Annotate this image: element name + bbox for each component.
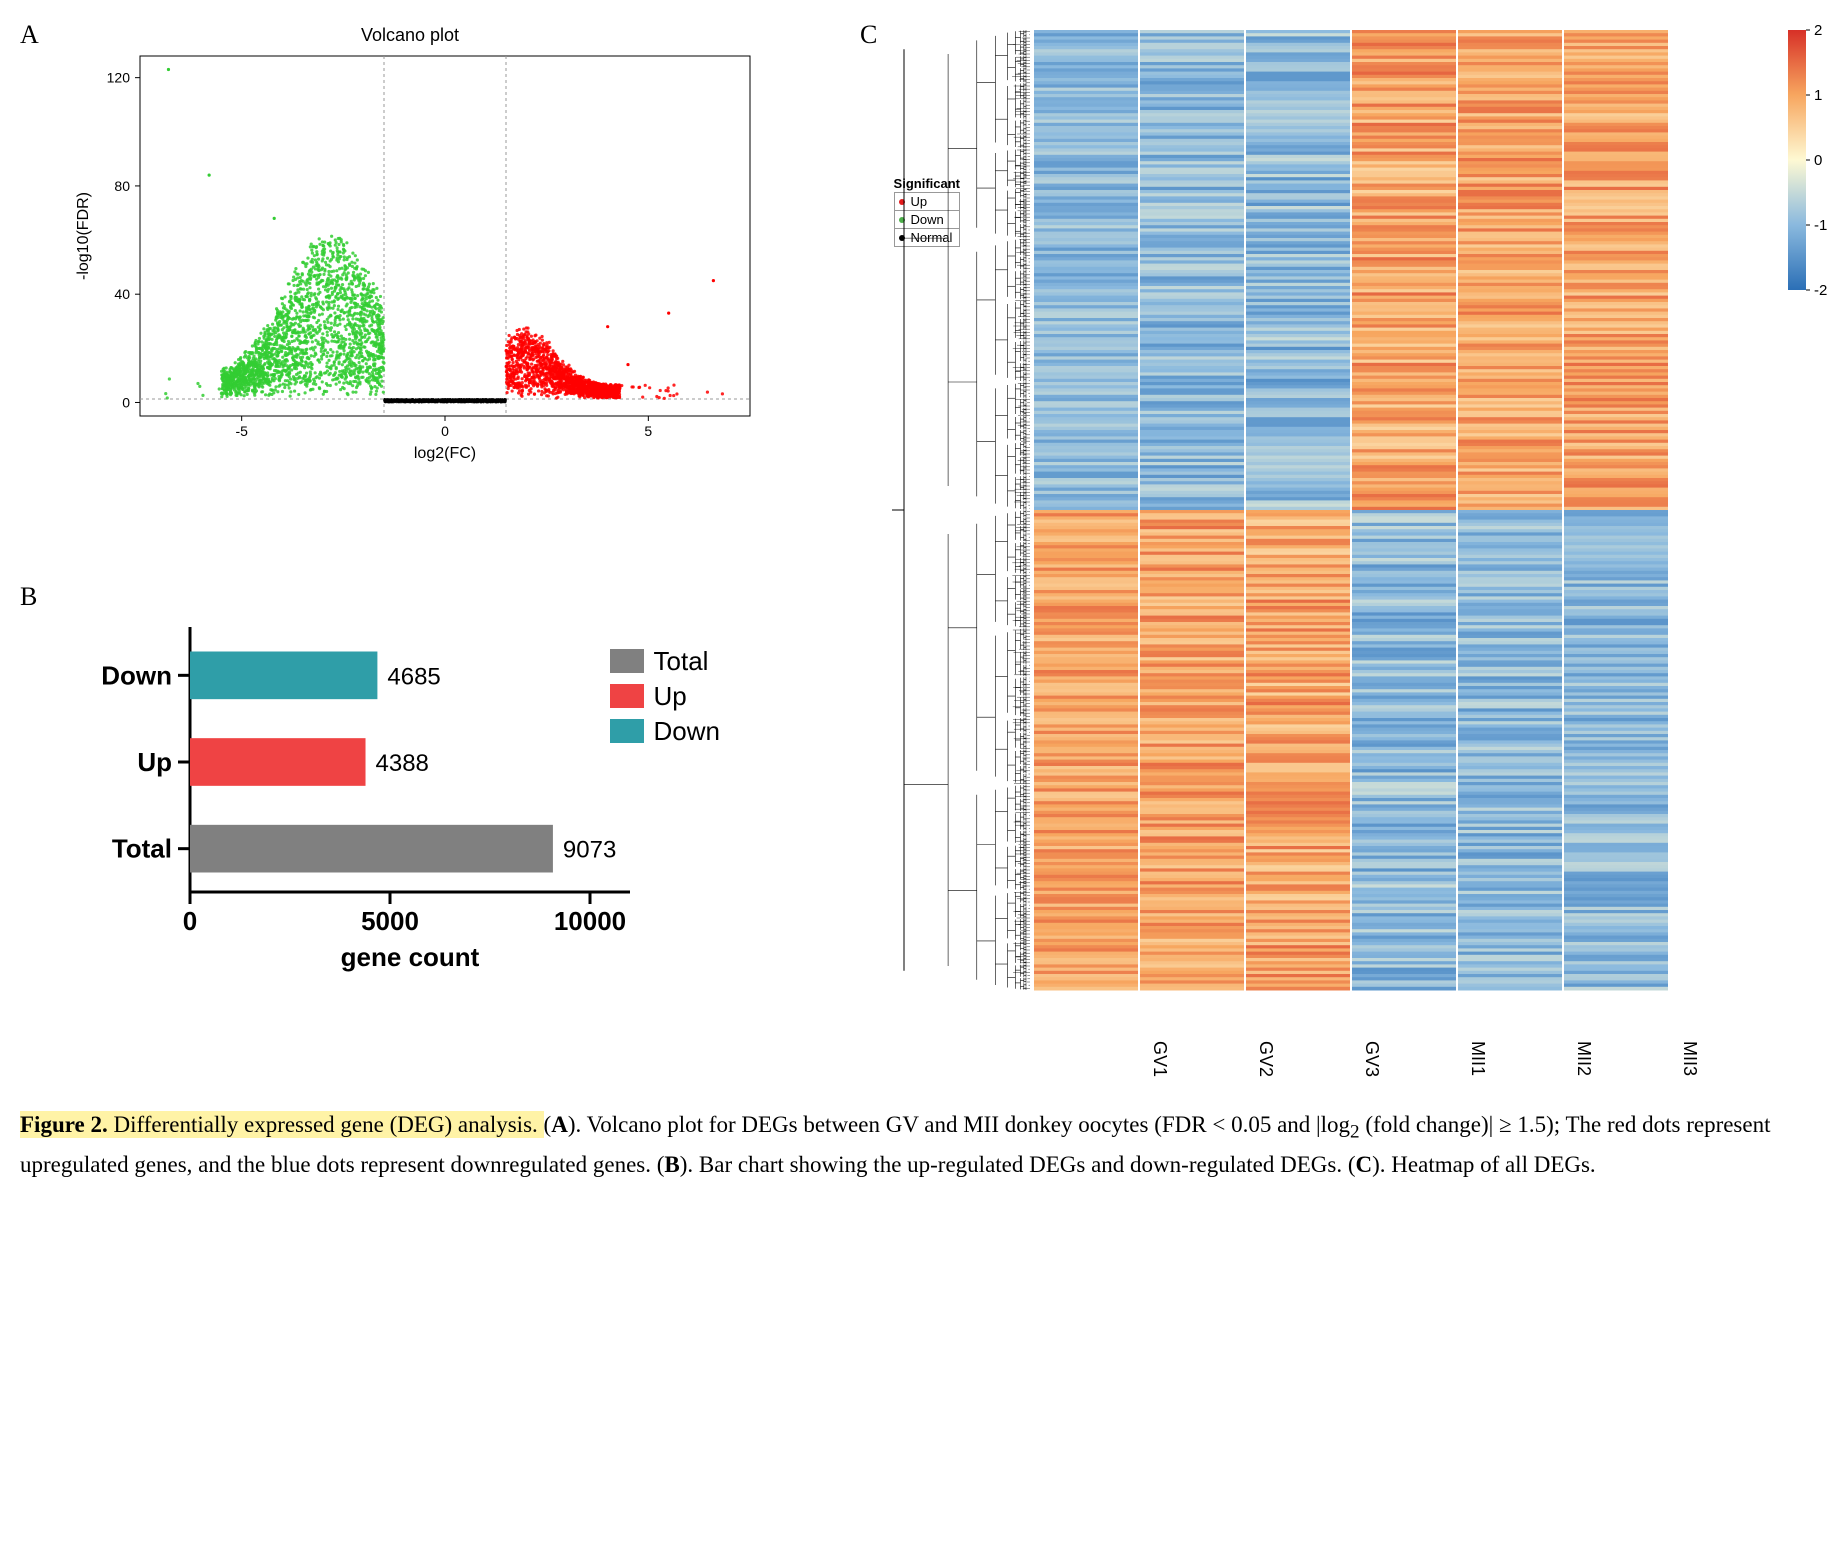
- figure-grid: A Volcano plot -5 0 5 0 40 80 120 log2(FC) -log1…: [20, 20, 1824, 1077]
- caption-hl-rest: Differentially expressed gene (DEG) anal…: [113, 1112, 543, 1137]
- legend-swatch: [610, 649, 644, 673]
- panel-c: C GV1GV2GV3MII1MII2MII3 -2-1012: [860, 20, 1840, 1077]
- heatmap-column-label: MII1: [1382, 1035, 1488, 1077]
- heatmap-column-label: MII3: [1594, 1035, 1700, 1077]
- heatmap: GV1GV2GV3MII1MII2MII3 -2-1012: [860, 20, 1840, 1077]
- panel-a-label: A: [20, 20, 39, 50]
- volcano-title: Volcano plot: [130, 25, 690, 46]
- heatmap-colorbar: -2-1012: [1780, 20, 1844, 304]
- heatmap-column-label: GV2: [1170, 1035, 1276, 1077]
- svg-text:40: 40: [114, 286, 130, 302]
- svg-text:-log10(FDR): -log10(FDR): [75, 192, 92, 280]
- bar-legend: Total Up Down: [610, 642, 720, 751]
- legend-label: Up: [654, 681, 687, 712]
- bar-legend-item: Down: [610, 716, 720, 747]
- panel-b: B 0500010000gene countDown4685Up4388Tota…: [20, 582, 840, 1078]
- heatmap-column-label: GV1: [1064, 1035, 1170, 1077]
- heatmap-column-label: GV3: [1276, 1035, 1382, 1077]
- svg-text:0: 0: [441, 423, 449, 439]
- legend-label: Down: [654, 716, 720, 747]
- heatmap-column-label: MII2: [1488, 1035, 1594, 1077]
- volcano-plot: Volcano plot -5 0 5 0 40 80 120 log2(FC) -log10(…: [20, 20, 840, 471]
- figure-caption: Figure 2. Differentially expressed gene …: [20, 1107, 1820, 1183]
- svg-text:5: 5: [644, 423, 652, 439]
- svg-text:80: 80: [114, 178, 130, 194]
- heatmap-xlabels: GV1GV2GV3MII1MII2MII3: [1064, 1035, 1840, 1077]
- panel-a: A Volcano plot -5 0 5 0 40 80 120 log2(FC) -log1…: [20, 20, 840, 572]
- svg-text:0: 0: [122, 394, 130, 410]
- bar-legend-item: Up: [610, 681, 720, 712]
- bar-svg: 0500010000gene countDown4685Up4388Total9…: [80, 612, 640, 972]
- legend-swatch: [610, 719, 644, 743]
- heatmap-svg: [890, 20, 1710, 1030]
- bar-legend-item: Total: [610, 646, 720, 677]
- volcano-svg: -5 0 5 0 40 80 120 log2(FC) -log10(FDR): [70, 46, 770, 466]
- panel-b-label: B: [20, 582, 37, 612]
- svg-text:120: 120: [107, 70, 131, 86]
- svg-text:-5: -5: [235, 423, 248, 439]
- svg-text:log2(FC): log2(FC): [414, 445, 476, 462]
- legend-label: Total: [654, 646, 709, 677]
- bar-chart: 0500010000gene countDown4685Up4388Total9…: [80, 612, 840, 977]
- legend-swatch: [610, 684, 644, 708]
